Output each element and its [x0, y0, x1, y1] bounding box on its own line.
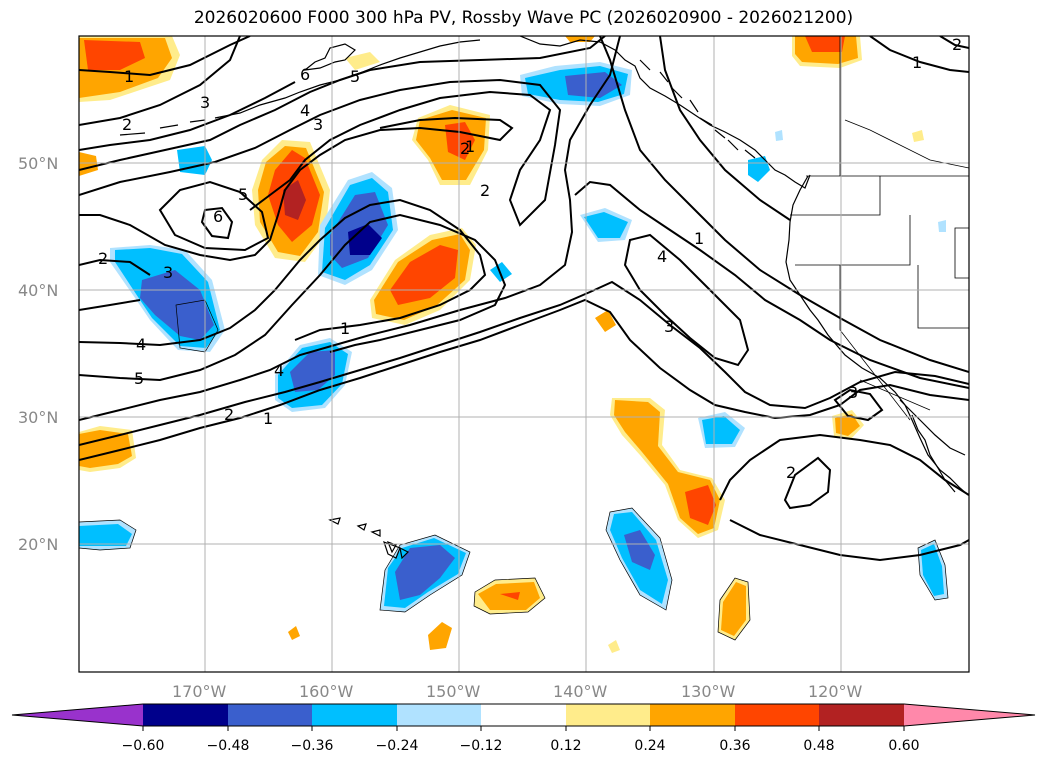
map-frame: [78, 35, 970, 673]
lat-label: 20°N: [18, 535, 58, 554]
lat-label: 40°N: [18, 281, 58, 300]
longitude-labels: 170°W 160°W 150°W 140°W 130°W 120°W: [172, 682, 863, 701]
colorbar-extend-low: [12, 704, 143, 726]
anomaly-negative: [921, 544, 944, 596]
graticule: [79, 36, 969, 672]
colorbar-segment: [143, 704, 228, 726]
anomaly-negative: [938, 220, 946, 232]
anomaly-negative: [702, 416, 740, 444]
colorbar-segment: [819, 704, 904, 726]
contour-label: 6: [300, 65, 310, 84]
contour-label: 4: [136, 335, 146, 354]
contour-label: 3: [313, 115, 323, 134]
anomaly-negative: [624, 530, 655, 570]
contour-label: 3: [664, 317, 674, 336]
contour-label: 4: [274, 361, 284, 380]
anomaly-positive: [79, 430, 132, 468]
anomaly-negative: [348, 224, 382, 255]
lat-label: 30°N: [18, 408, 58, 427]
colorbar-segment: [228, 704, 312, 726]
anomaly-negative: [177, 146, 212, 175]
contour-label: 2: [98, 249, 108, 268]
lon-label: 160°W: [299, 682, 354, 701]
anomaly-positive: [912, 130, 924, 142]
anomaly-negative: [79, 524, 132, 546]
contour-label: 5: [134, 369, 144, 388]
anomaly-positive: [288, 626, 300, 640]
contour-label: 3: [848, 383, 858, 402]
anomaly-positive: [345, 52, 380, 70]
colorbar-extend-high: [904, 704, 1035, 726]
contour-label: 1: [465, 137, 475, 156]
contour-label: 1: [340, 319, 350, 338]
contour-label: 3: [200, 93, 210, 112]
contour-label: 2: [224, 405, 234, 424]
colorbar-tick-label: −0.48: [207, 738, 250, 754]
anomaly-negative: [395, 545, 455, 600]
colorbar-tick-label: −0.36: [291, 738, 334, 754]
lon-label: 120°W: [808, 682, 863, 701]
contour-label: 6: [213, 207, 223, 226]
contour-label: 2: [786, 463, 796, 482]
lon-label: 140°W: [553, 682, 608, 701]
lon-label: 170°W: [172, 682, 227, 701]
colorbar-tick-label: −0.12: [460, 738, 503, 754]
anomaly-positive: [805, 36, 845, 52]
colorbar-tick-label: 0.48: [803, 738, 834, 754]
anomaly-positive: [608, 640, 620, 653]
contour-labels: 1 2 3 6 5 4 3 1 2 1 2 2 3 4 5 6 5 1 4 3 …: [98, 35, 962, 482]
anomaly-positive: [595, 310, 616, 332]
colorbar-segment: [312, 704, 397, 726]
anomaly-positive: [685, 485, 716, 525]
colorbar-segment: [650, 704, 735, 726]
contour-label: 4: [657, 247, 667, 266]
colorbar-tick-label: −0.24: [376, 738, 419, 754]
contour-label: 3: [163, 263, 173, 282]
contour-label: 2: [122, 115, 132, 134]
anomaly-positive: [79, 152, 98, 176]
colorbar-segment: [735, 704, 819, 726]
contour-label: 1: [124, 67, 134, 86]
anomaly-positive: [84, 40, 145, 70]
colorbar-segment: [397, 704, 481, 726]
anomaly-outlines: [79, 299, 949, 641]
contour-label: 2: [952, 35, 962, 54]
contour-label: 1: [912, 53, 922, 72]
contour-label: 2: [480, 181, 490, 200]
colorbar-tick-label: −0.60: [122, 738, 165, 754]
colorbar-tick-label: 0.60: [888, 738, 919, 754]
colorbar-segment: [566, 704, 650, 726]
contour-label: 1: [694, 229, 704, 248]
anomaly-negative: [490, 262, 512, 282]
lon-label: 130°W: [681, 682, 736, 701]
map-title: 2026020600 F000 300 hPa PV, Rossby Wave …: [193, 8, 854, 28]
anomaly-negative: [775, 130, 783, 141]
lon-label: 150°W: [426, 682, 481, 701]
anomaly-positive: [500, 592, 520, 600]
latitude-labels: 50°N 40°N 30°N 20°N: [18, 154, 58, 554]
colorbar: −0.60 −0.48 −0.36 −0.24 −0.12 0.12 0.24 …: [11, 703, 1036, 754]
contour-label: 1: [263, 409, 273, 428]
contour-label: 5: [238, 185, 248, 204]
contour-label: 2: [460, 139, 470, 158]
contour-label: 4: [300, 101, 310, 120]
political-borders: [790, 36, 969, 421]
anomaly-positive: [283, 180, 306, 220]
anomaly-positive: [721, 582, 746, 636]
contour-label: 5: [350, 67, 360, 86]
lat-label: 50°N: [18, 154, 58, 173]
anomaly-positive: [428, 622, 452, 650]
colorbar-tick-label: 0.36: [719, 738, 750, 754]
colorbar-tick-label: 0.12: [550, 738, 581, 754]
colorbar-tick-label: 0.24: [634, 738, 665, 754]
anomaly-negative: [584, 212, 628, 238]
map-plot-area: [79, 36, 969, 672]
colorbar-segment: [481, 704, 566, 726]
